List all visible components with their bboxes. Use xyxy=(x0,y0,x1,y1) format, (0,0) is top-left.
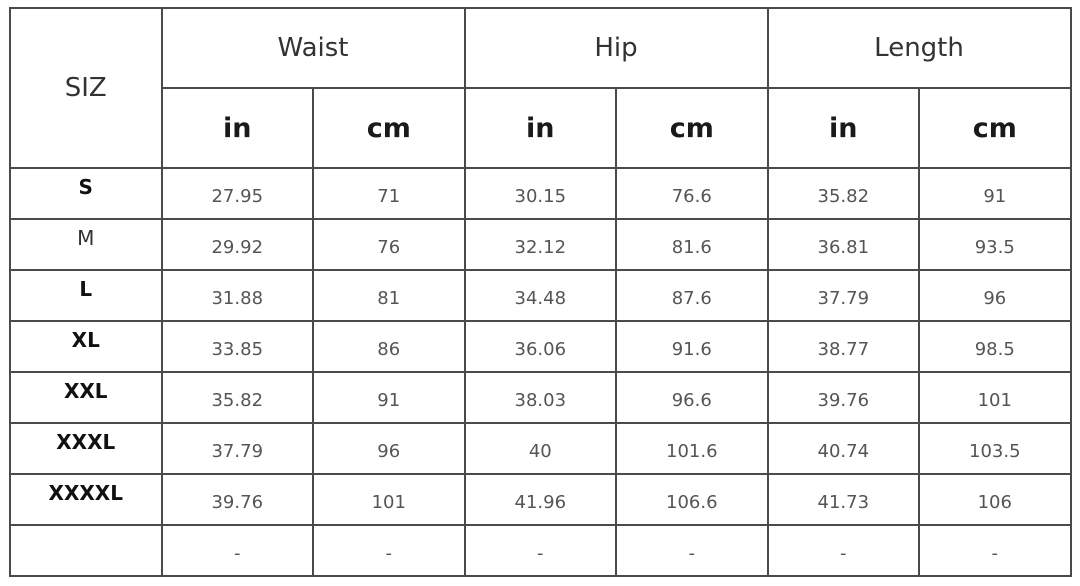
measurement-cell: 106.6 xyxy=(615,473,769,526)
measurement-cell: 40 xyxy=(463,422,618,475)
unit-header-in: in xyxy=(766,87,921,169)
size-label xyxy=(9,524,163,577)
measurement-cell: 101 xyxy=(312,473,466,526)
measurement-cell: 91 xyxy=(918,167,1072,220)
measurement-cell: 87.6 xyxy=(615,269,769,322)
measurement-cell: 35.82 xyxy=(160,371,314,424)
measurement-cell: 38.03 xyxy=(463,371,618,424)
size-label: XXL xyxy=(9,371,163,424)
measurement-cell: 36.81 xyxy=(766,218,921,271)
measurement-cell: 32.12 xyxy=(463,218,618,271)
size-label: M xyxy=(9,218,163,271)
measurement-cell: 91.6 xyxy=(615,320,769,373)
size-label: L xyxy=(9,269,163,322)
size-label: XXXL xyxy=(9,422,163,475)
measurement-cell: 31.88 xyxy=(160,269,314,322)
table-row: XXL 35.82 91 38.03 96.6 39.76 101 xyxy=(9,371,1072,424)
table-row: S 27.95 71 30.15 76.6 35.82 91 xyxy=(9,167,1072,220)
measurement-cell: 93.5 xyxy=(918,218,1072,271)
length-header: Length xyxy=(766,7,1072,89)
unit-header-in: in xyxy=(160,87,314,169)
measurement-cell: 96 xyxy=(312,422,466,475)
measurement-cell: 41.73 xyxy=(766,473,921,526)
measurement-cell: 40.74 xyxy=(766,422,921,475)
measurement-cell: 81.6 xyxy=(615,218,769,271)
measurement-cell: 37.79 xyxy=(160,422,314,475)
measurement-cell: 39.76 xyxy=(160,473,314,526)
size-label: XXXXL xyxy=(9,473,163,526)
measurement-cell: 101 xyxy=(918,371,1072,424)
measurement-cell: 98.5 xyxy=(918,320,1072,373)
measurement-cell: 96.6 xyxy=(615,371,769,424)
measurement-cell: 34.48 xyxy=(463,269,618,322)
size-label: S xyxy=(9,167,163,220)
measurement-cell: - xyxy=(766,524,921,577)
table-row: ------ xyxy=(9,524,1072,577)
measurement-cell: - xyxy=(463,524,618,577)
measurement-cell: 30.15 xyxy=(463,167,618,220)
size-column-header: SIZ xyxy=(9,7,163,169)
measurement-cell: 37.79 xyxy=(766,269,921,322)
table-row: XXXL 37.79 96 40 101.6 40.74 103.5 xyxy=(9,422,1072,475)
measurement-cell: 106 xyxy=(918,473,1072,526)
measurement-cell: 41.96 xyxy=(463,473,618,526)
measurement-cell: - xyxy=(918,524,1072,577)
unit-header-cm: cm xyxy=(918,87,1072,169)
measurement-cell: 81 xyxy=(312,269,466,322)
measurement-cell: 35.82 xyxy=(766,167,921,220)
hip-header: Hip xyxy=(463,7,769,89)
table-row: M 29.92 76 32.12 81.6 36.81 93.5 xyxy=(9,218,1072,271)
size-label: XL xyxy=(9,320,163,373)
size-chart-table: SIZ Waist Hip Length in cm in cm in cm S 27.95… xyxy=(9,7,1072,577)
table-row: XL 33.85 86 36.06 91.6 38.77 98.5 xyxy=(9,320,1072,373)
measurement-cell: 71 xyxy=(312,167,466,220)
table-row: XXXXL 39.76 101 41.96 106.6 41.73 106 xyxy=(9,473,1072,526)
measurement-cell: 33.85 xyxy=(160,320,314,373)
measurement-cell: - xyxy=(312,524,466,577)
measurement-cell: 36.06 xyxy=(463,320,618,373)
unit-header-cm: cm xyxy=(615,87,769,169)
unit-header-cm: cm xyxy=(312,87,466,169)
measurement-cell: - xyxy=(615,524,769,577)
waist-header: Waist xyxy=(160,7,466,89)
unit-header-in: in xyxy=(463,87,618,169)
measurement-cell: 39.76 xyxy=(766,371,921,424)
measurement-cell: 96 xyxy=(918,269,1072,322)
measurement-cell: 29.92 xyxy=(160,218,314,271)
measurement-cell: 76 xyxy=(312,218,466,271)
measurement-cell: 27.95 xyxy=(160,167,314,220)
measurement-cell: 86 xyxy=(312,320,466,373)
measurement-cell: 103.5 xyxy=(918,422,1072,475)
measurement-cell: - xyxy=(160,524,314,577)
measurement-cell: 76.6 xyxy=(615,167,769,220)
measurement-cell: 38.77 xyxy=(766,320,921,373)
measurement-cell: 91 xyxy=(312,371,466,424)
table-row: L 31.88 81 34.48 87.6 37.79 96 xyxy=(9,269,1072,322)
measurement-cell: 101.6 xyxy=(615,422,769,475)
